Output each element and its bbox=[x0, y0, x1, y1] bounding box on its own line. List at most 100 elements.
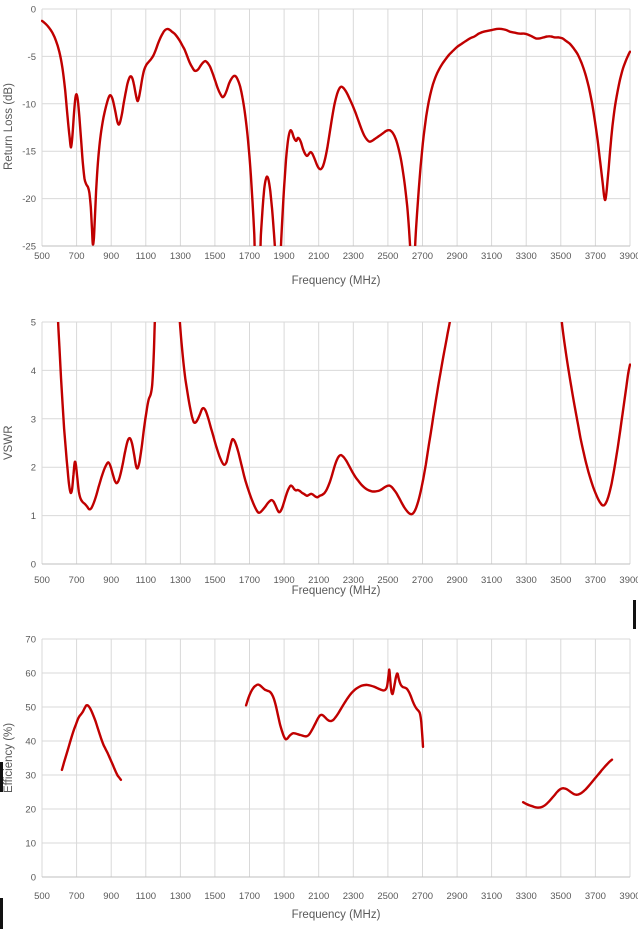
x-tick-label: 2500 bbox=[377, 575, 398, 586]
x-tick-label: 3100 bbox=[481, 891, 502, 902]
y-tick-label: 0 bbox=[31, 560, 36, 571]
page-edge-artifact-left-lower bbox=[0, 898, 3, 929]
x-tick-label: 3900 bbox=[619, 251, 638, 262]
x-tick-label: 2300 bbox=[343, 251, 364, 262]
x-tick-label: 3100 bbox=[481, 575, 502, 586]
y-tick-label: -15 bbox=[22, 147, 36, 158]
x-tick-label: 500 bbox=[34, 891, 50, 902]
x-tick-label: 1700 bbox=[239, 891, 260, 902]
y-tick-label: 70 bbox=[25, 635, 36, 646]
x-tick-label: 3700 bbox=[585, 575, 606, 586]
x-tick-label: 700 bbox=[69, 251, 85, 262]
x-tick-label: 1700 bbox=[239, 251, 260, 262]
series-line bbox=[60, 703, 123, 781]
x-tick-label: 700 bbox=[69, 575, 85, 586]
x-axis-title: Frequency (MHz) bbox=[291, 585, 381, 597]
x-tick-label: 2500 bbox=[377, 251, 398, 262]
vswr-chart: 0 1 2 3 4 5 500 700 900 1100 1300 1500 1700 1900 2100 2… bbox=[0, 300, 638, 610]
x-tick-label: 3500 bbox=[550, 251, 571, 262]
x-tick-label: 500 bbox=[34, 575, 50, 586]
y-axis-title: VSWR bbox=[3, 425, 15, 461]
x-tick-label: 700 bbox=[69, 891, 85, 902]
x-tick-label: 2500 bbox=[377, 891, 398, 902]
y-tick-label: 4 bbox=[31, 366, 36, 377]
y-tick-label: 30 bbox=[25, 771, 36, 782]
x-tick-label: 2700 bbox=[412, 575, 433, 586]
x-tick-label: 3100 bbox=[481, 251, 502, 262]
x-tick-label: 3700 bbox=[585, 891, 606, 902]
y-tick-label: 0 bbox=[31, 873, 36, 884]
gridlines bbox=[41, 8, 631, 247]
y-tick-label: 10 bbox=[25, 839, 36, 850]
return-loss-chart: 0 -5 -10 -15 -20 -25 500 700 900 1100 1300 1500 1700… bbox=[0, 0, 638, 300]
x-tick-label: 2900 bbox=[447, 251, 468, 262]
x-tick-label: 900 bbox=[103, 575, 119, 586]
x-tick-label: 2900 bbox=[447, 891, 468, 902]
x-tick-label: 3300 bbox=[516, 251, 537, 262]
x-tick-label: 1300 bbox=[170, 575, 191, 586]
x-tick-label: 2100 bbox=[308, 575, 329, 586]
y-tick-label: 20 bbox=[25, 805, 36, 816]
x-tick-label: 1500 bbox=[204, 575, 225, 586]
x-tick-label: 3900 bbox=[619, 891, 638, 902]
series-line bbox=[56, 322, 631, 516]
y-tick-label: -5 bbox=[28, 52, 36, 63]
x-tick-label: 1300 bbox=[170, 891, 191, 902]
y-tick-label: 60 bbox=[25, 669, 36, 680]
x-tick-label: 1500 bbox=[204, 251, 225, 262]
x-tick-label: 2700 bbox=[412, 891, 433, 902]
y-tick-label: -25 bbox=[22, 242, 36, 253]
x-tick-label: 3300 bbox=[516, 575, 537, 586]
x-tick-label: 1100 bbox=[136, 891, 156, 902]
page-edge-artifact-left-upper bbox=[0, 762, 3, 792]
x-tick-label: 3500 bbox=[550, 891, 571, 902]
axis-tick-labels: 0 10 20 30 40 50 60 70 500 700 900 1100 1300 1500 1700… bbox=[25, 635, 638, 903]
x-tick-label: 3900 bbox=[619, 575, 638, 586]
x-tick-label: 1900 bbox=[274, 891, 295, 902]
x-tick-label: 1100 bbox=[136, 251, 156, 262]
gridlines bbox=[41, 638, 631, 878]
x-tick-label: 1900 bbox=[274, 575, 295, 586]
x-tick-label: 2700 bbox=[412, 251, 433, 262]
x-tick-label: 1300 bbox=[170, 251, 191, 262]
x-tick-label: 3500 bbox=[550, 575, 571, 586]
y-tick-label: 2 bbox=[31, 463, 36, 474]
y-tick-label: 50 bbox=[25, 703, 36, 714]
y-tick-label: 5 bbox=[31, 318, 36, 329]
y-tick-label: 0 bbox=[31, 5, 36, 16]
x-tick-label: 1900 bbox=[274, 251, 295, 262]
axis-tick-labels: 0 1 2 3 4 5 500 700 900 1100 1300 1500 1700 1900 2100 2… bbox=[31, 318, 638, 587]
efficiency-chart: 0 10 20 30 40 50 60 70 500 700 900 1100 1300 1500 1700… bbox=[0, 610, 638, 929]
x-tick-label: 2100 bbox=[308, 251, 329, 262]
y-tick-label: 1 bbox=[31, 511, 36, 522]
x-tick-label: 1500 bbox=[204, 891, 225, 902]
x-tick-label: 900 bbox=[103, 891, 119, 902]
y-axis-title: Return Loss (dB) bbox=[3, 83, 15, 171]
y-tick-label: 3 bbox=[31, 414, 36, 425]
x-tick-label: 2300 bbox=[343, 575, 364, 586]
x-tick-label: 2900 bbox=[447, 575, 468, 586]
x-tick-label: 1100 bbox=[136, 575, 156, 586]
gridlines bbox=[41, 321, 631, 565]
x-tick-label: 3300 bbox=[516, 891, 537, 902]
x-tick-label: 1700 bbox=[239, 575, 260, 586]
x-tick-label: 2100 bbox=[308, 891, 329, 902]
x-tick-label: 2300 bbox=[343, 891, 364, 902]
series-line bbox=[244, 668, 425, 748]
x-tick-label: 3700 bbox=[585, 251, 606, 262]
y-tick-label: -10 bbox=[22, 99, 36, 110]
y-tick-label: -20 bbox=[22, 194, 36, 205]
y-axis-title: Efficiency (%) bbox=[3, 722, 15, 794]
x-tick-label: 900 bbox=[103, 251, 119, 262]
series-line bbox=[41, 19, 631, 246]
efficiency-plot: 0 10 20 30 40 50 60 70 500 700 900 1100 1300 1500 1700… bbox=[25, 635, 638, 903]
x-tick-label: 500 bbox=[34, 251, 50, 262]
page-edge-artifact-right bbox=[633, 600, 636, 629]
vswr-plot: 0 1 2 3 4 5 500 700 900 1100 1300 1500 1700 1900 2100 2… bbox=[31, 318, 638, 587]
y-tick-label: 40 bbox=[25, 737, 36, 748]
series-line bbox=[521, 758, 614, 809]
x-axis-title: Frequency (MHz) bbox=[291, 275, 381, 287]
